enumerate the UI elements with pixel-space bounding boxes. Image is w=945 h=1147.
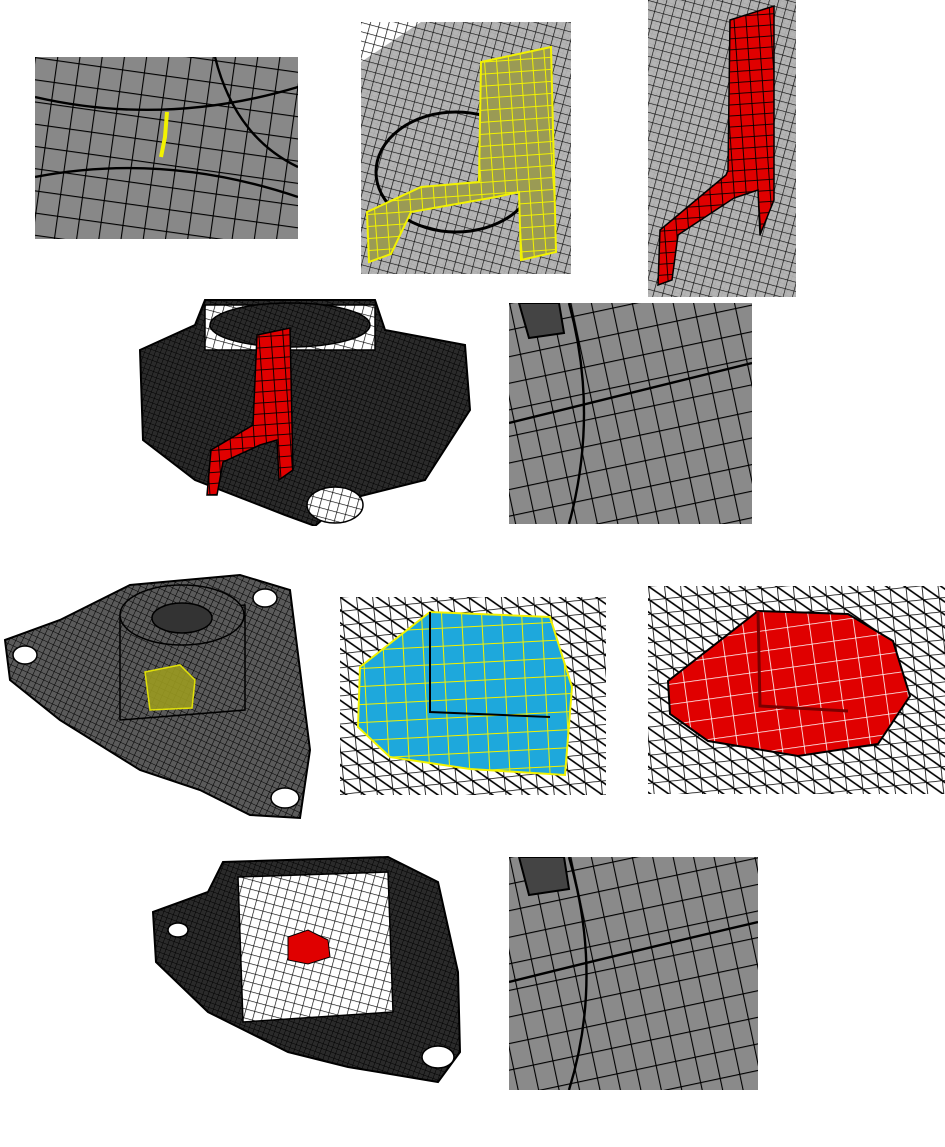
wireframe-image (361, 22, 571, 274)
red-block-highlight (287, 929, 331, 965)
wireframe-image (648, 0, 796, 297)
cyan-sheet-highlight (356, 610, 574, 777)
wireframe-image (648, 586, 945, 794)
part-surface-image (3, 573, 312, 820)
panel-full-part-surface (0, 560, 318, 830)
red-sheet-highlight (657, 4, 775, 287)
part-wireframe-image (138, 299, 472, 526)
panel-surface-closeup-1 (35, 57, 298, 239)
yellow-edge-highlight (159, 111, 169, 158)
panel-full-part-red-sheet (135, 290, 475, 526)
yellow-patch-highlight (144, 664, 196, 711)
wireframe-image (340, 597, 606, 795)
panel-wireframe-yellow (361, 22, 571, 274)
surface-mesh-image (509, 857, 758, 1090)
red-sheet-highlight (206, 327, 294, 496)
panel-surface-closeup-3 (509, 857, 758, 1090)
surface-mesh-image (509, 303, 752, 524)
panel-surface-closeup-2 (509, 303, 752, 524)
part-wireframe-image (151, 855, 462, 1084)
panel-wireframe-red (648, 0, 796, 297)
panel-full-part-red-block (148, 852, 466, 1090)
panel-wireframe-red-block (648, 586, 945, 794)
surface-mesh-image (35, 57, 298, 239)
red-block-highlight (666, 609, 912, 758)
yellow-sheet-highlight (365, 45, 558, 264)
panel-wireframe-cyan (340, 597, 606, 795)
